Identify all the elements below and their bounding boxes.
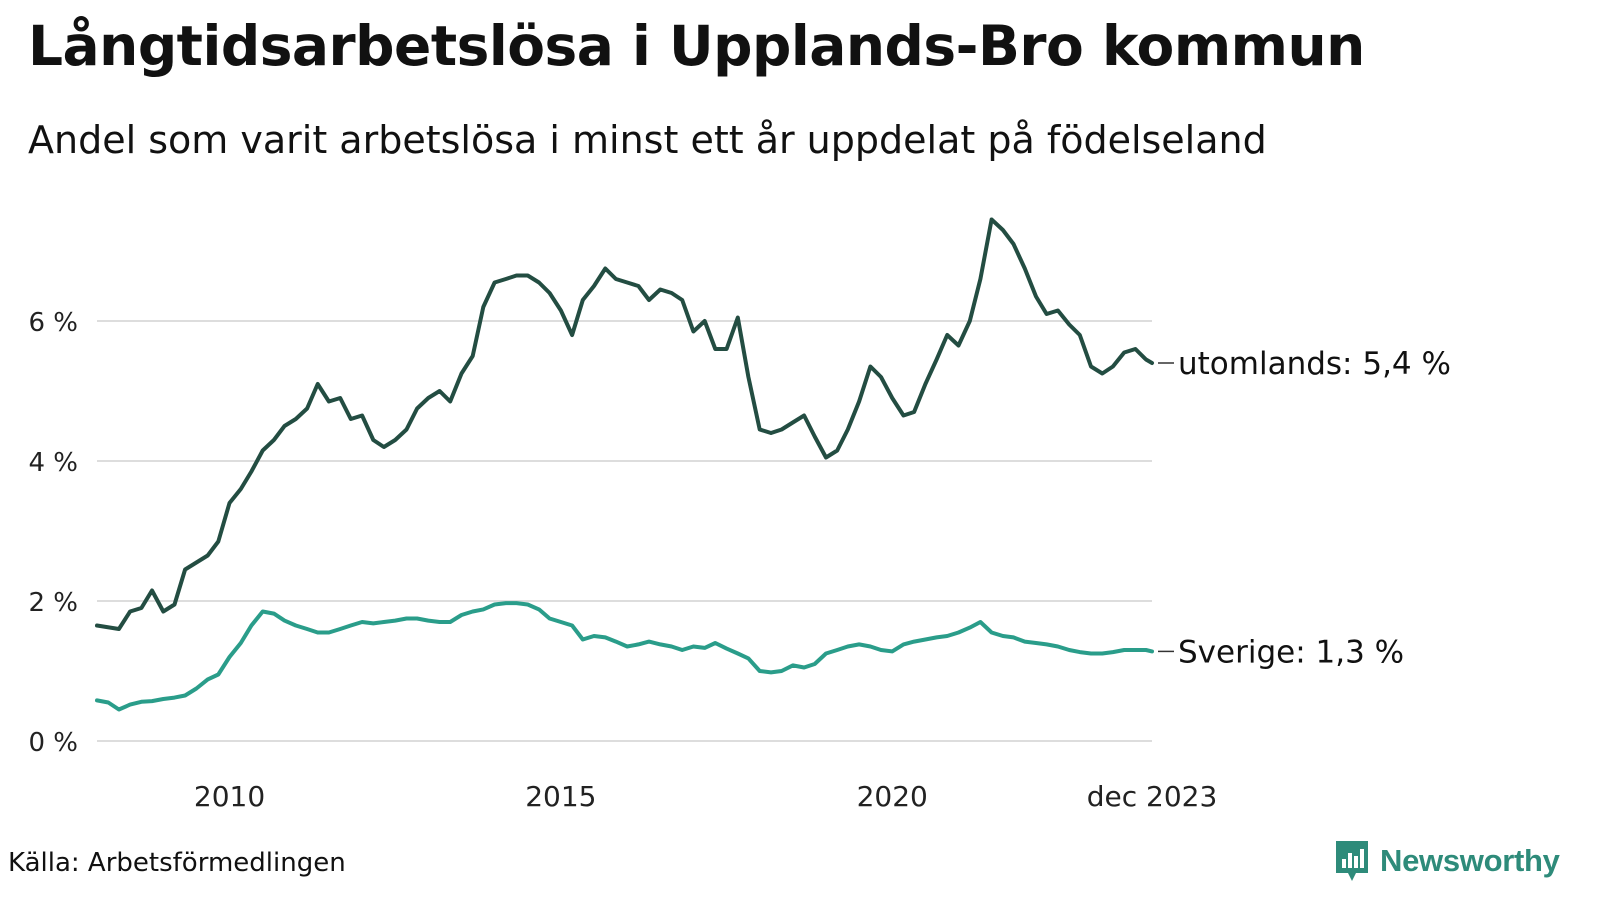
series-line-utomlands	[95, 217, 1154, 631]
y-tick-label: 0 %	[28, 728, 78, 758]
chart-subtitle: Andel som varit arbetslösa i minst ett å…	[28, 118, 1267, 162]
gridlines	[97, 320, 1152, 742]
x-axis-ticks: 2010 2015 2020 dec 2023	[194, 780, 1217, 813]
x-tick-label: dec 2023	[1087, 780, 1218, 813]
brand-name: Newsworthy	[1380, 843, 1560, 878]
y-tick-label: 2 %	[28, 588, 78, 618]
source-note: Källa: Arbetsförmedlingen	[8, 848, 346, 878]
chart-title: Långtidsarbetslösa i Upplands-Bro kommun	[28, 14, 1365, 78]
series-end-labels: utomlands: 5,4 % Sverige: 1,3 %	[1158, 346, 1451, 670]
newsworthy-logo-icon	[1336, 841, 1368, 881]
series-lines	[95, 217, 1154, 712]
x-tick-label: 2020	[857, 780, 928, 813]
series-end-label: utomlands: 5,4 %	[1178, 346, 1451, 382]
y-tick-label: 4 %	[28, 448, 78, 478]
y-axis-ticks: 0 % 2 % 4 % 6 %	[28, 308, 78, 758]
x-tick-label: 2015	[525, 780, 596, 813]
x-tick-label: 2010	[194, 780, 265, 813]
brand-logo: Newsworthy	[1334, 836, 1560, 886]
y-tick-label: 6 %	[28, 308, 78, 338]
series-line-sverige	[95, 601, 1154, 712]
series-end-label: Sverige: 1,3 %	[1178, 634, 1404, 670]
